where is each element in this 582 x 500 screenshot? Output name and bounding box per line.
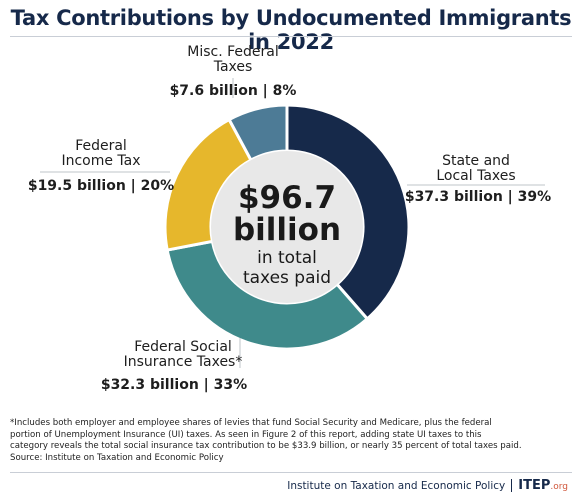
- label-misc-value: $7.6 billion | 8%: [170, 83, 297, 99]
- itep-logo: ITEP.org: [518, 478, 568, 493]
- footer-divider: [10, 472, 572, 473]
- footer-org: Institute on Taxation and Economic Polic…: [287, 479, 506, 492]
- footnote-line-3: category reveals the total social insura…: [10, 441, 522, 452]
- label-income-value: $19.5 billion | 20%: [28, 178, 174, 194]
- title-divider: [10, 36, 572, 37]
- label-social-line2: Insurance Taxes*: [124, 354, 243, 370]
- footnote-source: Source: Institute on Taxation and Econom…: [10, 452, 224, 463]
- label-misc-line2: Taxes: [213, 59, 253, 75]
- chart-title: Tax Contributions by Undocumented Immigr…: [10, 6, 572, 54]
- center-caption-1: in total: [257, 248, 317, 268]
- label-state-local-value: $37.3 billion | 39%: [405, 189, 551, 205]
- center-caption-2: taxes paid: [243, 268, 331, 288]
- label-social-value: $32.3 billion | 33%: [101, 377, 247, 393]
- label-state-local-line1: State and: [442, 153, 510, 169]
- center-total-value: $96.7: [238, 180, 336, 216]
- center-total-unit: billion: [233, 212, 341, 248]
- donut-chart: $96.7 billion in total taxes paid State …: [28, 44, 551, 393]
- center-disc: [211, 151, 363, 303]
- footer-separator: [511, 479, 513, 492]
- footnote-line-1: *Includes both employer and employee sha…: [10, 418, 492, 428]
- label-misc-line1: Misc. Federal: [187, 44, 279, 60]
- footnote-line-2: portion of Unemployment Insurance (UI) t…: [10, 429, 482, 440]
- footnote: *Includes both employer and employee sha…: [10, 418, 570, 464]
- label-state-local-line2: Local Taxes: [436, 168, 515, 184]
- label-income-line2: Income Tax: [61, 153, 140, 169]
- footer: Institute on Taxation and Economic Polic…: [287, 478, 568, 493]
- label-income-line1: Federal: [75, 138, 127, 154]
- label-social-line1: Federal Social: [134, 339, 232, 355]
